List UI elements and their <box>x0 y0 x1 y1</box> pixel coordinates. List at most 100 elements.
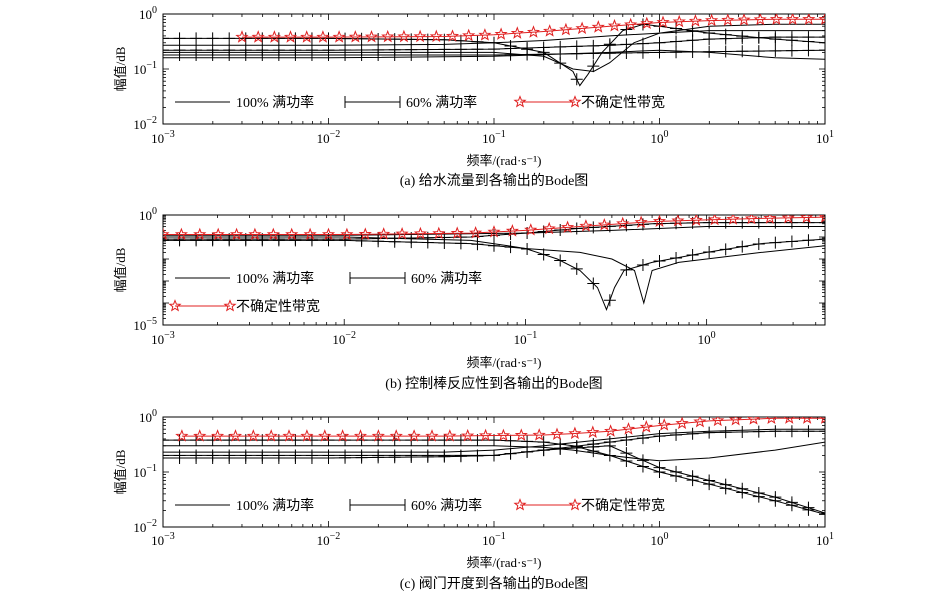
plus-marker <box>173 48 186 61</box>
plus-marker <box>819 508 825 521</box>
plus-marker <box>752 31 765 44</box>
star-marker <box>395 226 409 240</box>
plus-marker <box>190 48 203 61</box>
plus-marker <box>769 44 782 57</box>
plus-marker <box>620 263 633 276</box>
star-marker <box>425 429 439 442</box>
star-marker <box>358 227 372 240</box>
star-marker <box>616 216 630 230</box>
plus-marker <box>819 31 825 44</box>
plus-marker <box>752 45 765 58</box>
plus-marker <box>388 449 401 462</box>
band-line <box>242 18 825 38</box>
star-marker <box>496 428 511 442</box>
panel-caption: (a) 给水流量到各输出的Bode图 <box>400 173 589 189</box>
plus-marker <box>322 449 335 462</box>
star-marker <box>316 30 330 43</box>
bode-panel-b: 10−3 10−2 10−1 100 100 10−5 频率/(rad·s⁻¹) 幅值/dB (… <box>113 206 826 392</box>
plus-marker <box>703 426 716 439</box>
star-marker <box>510 26 524 39</box>
legend-item-2: 60% 满功率 <box>344 94 477 111</box>
legend-label: 60% 满功率 <box>411 497 482 514</box>
plus-marker <box>163 48 169 61</box>
plus-marker <box>305 32 318 45</box>
plus-marker <box>239 48 252 61</box>
plus-marker <box>173 32 186 45</box>
star-marker <box>371 429 385 442</box>
star-marker <box>407 429 421 442</box>
star-marker <box>336 429 350 442</box>
plus-marker <box>504 447 517 460</box>
plus-marker <box>488 239 500 252</box>
x-tick-label: 10−2 <box>317 129 341 146</box>
plus-marker <box>736 240 749 253</box>
star-marker <box>705 14 719 27</box>
star-marker <box>223 299 237 312</box>
plus-marker <box>272 48 285 61</box>
star-marker <box>300 429 314 442</box>
star-marker <box>818 215 825 223</box>
plus-marker <box>339 449 352 462</box>
y-tick-label: 10−2 <box>133 518 157 535</box>
star-marker <box>671 215 685 227</box>
plus-marker <box>752 425 765 438</box>
plus-marker <box>653 461 666 474</box>
plus-marker <box>736 425 749 438</box>
plus-marker <box>785 31 798 44</box>
plus-marker <box>802 425 815 438</box>
plus-marker <box>819 506 825 519</box>
plus-marker <box>587 47 600 60</box>
plus-marker <box>190 449 203 462</box>
legend-label: 60% 满功率 <box>411 270 482 287</box>
plus-marker <box>769 216 782 229</box>
star-marker <box>728 417 743 426</box>
x-axis-label: 频率/(rad·s⁻¹) <box>466 555 541 570</box>
plus-marker <box>719 32 732 45</box>
star-marker <box>542 221 556 235</box>
plus-marker <box>653 430 666 443</box>
panel-caption: (c) 阀门开度到各输出的Bode图 <box>400 576 589 592</box>
plus-marker <box>620 434 633 447</box>
star-marker <box>753 14 767 26</box>
star-marker <box>769 14 783 25</box>
plus-marker <box>554 442 567 455</box>
plus-marker <box>488 229 500 242</box>
star-marker <box>348 30 362 43</box>
plus-marker <box>752 238 765 251</box>
plus-marker <box>322 48 335 61</box>
plus-marker <box>504 48 517 61</box>
star-marker <box>229 227 244 241</box>
plus-marker <box>256 449 269 462</box>
x-tick-label: 10−3 <box>151 330 175 347</box>
legend-item-1: 100% 满功率 <box>175 497 314 514</box>
star-marker <box>246 429 260 442</box>
star-marker <box>381 29 395 43</box>
legend-label: 不确定性带宽 <box>581 497 665 514</box>
plus-marker <box>223 449 236 462</box>
x-tick-label: 10−3 <box>151 129 175 146</box>
plus-marker <box>388 48 401 61</box>
star-marker <box>560 220 575 233</box>
plus-marker <box>454 449 467 462</box>
plus-marker <box>239 233 252 246</box>
star-marker <box>524 223 538 236</box>
plus-marker <box>471 449 484 462</box>
plus-marker <box>272 449 285 462</box>
plus-marker <box>570 262 583 275</box>
star-marker <box>591 20 605 33</box>
plus-marker <box>438 449 451 462</box>
y-axis-label: 幅值/dB <box>113 449 128 494</box>
star-marker <box>429 29 443 43</box>
star-marker <box>285 227 299 241</box>
star-marker <box>413 226 428 240</box>
star-marker <box>443 429 457 442</box>
plus-marker <box>537 444 550 457</box>
star-marker <box>389 429 403 442</box>
star-marker <box>737 14 751 26</box>
star-marker <box>783 417 795 424</box>
y-tick-label: 10−5 <box>133 316 157 333</box>
plus-marker <box>670 465 683 478</box>
star-marker <box>168 299 182 312</box>
plus-marker <box>703 245 716 258</box>
